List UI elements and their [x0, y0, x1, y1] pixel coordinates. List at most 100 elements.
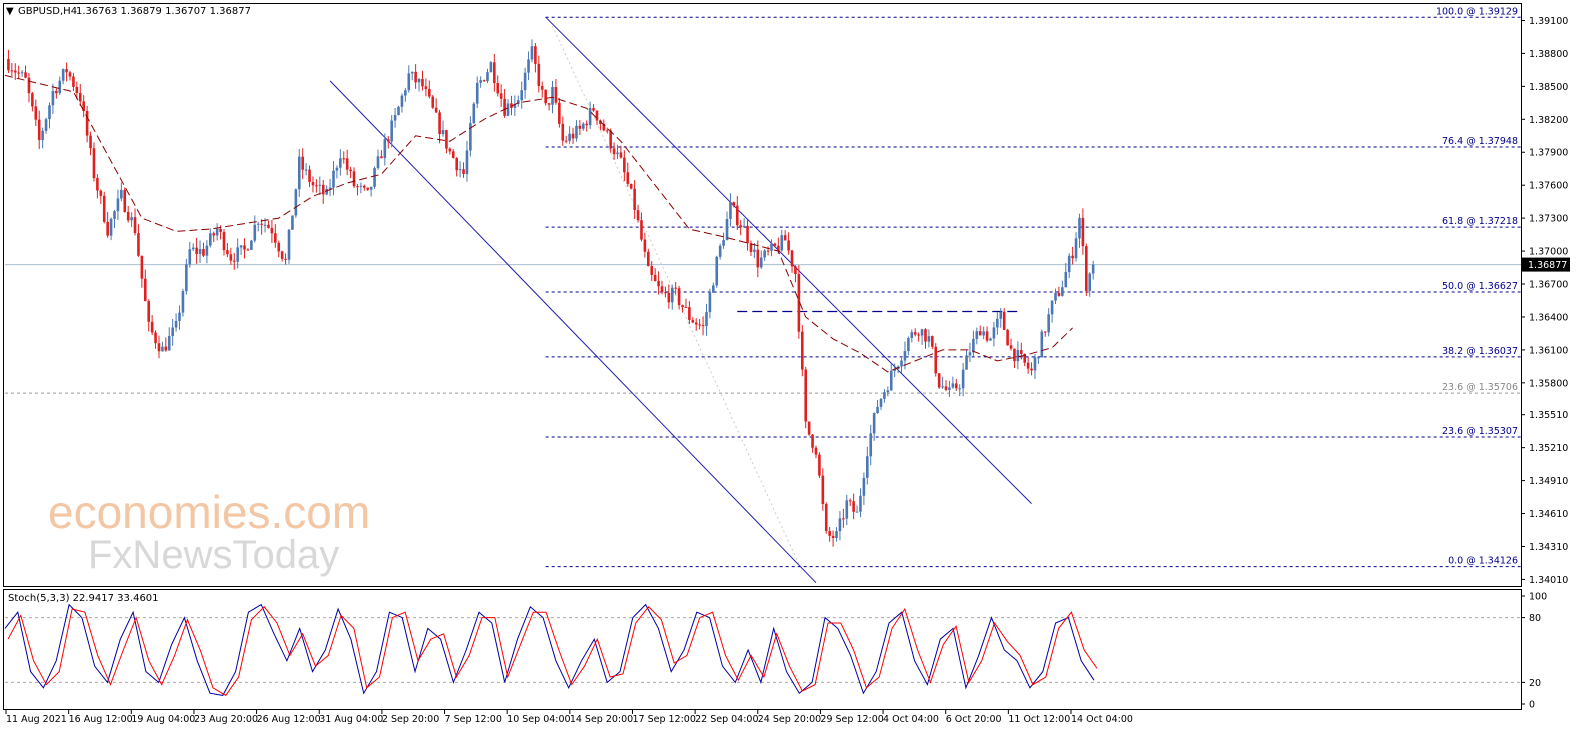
candle-body	[191, 247, 195, 250]
candle-body	[1088, 273, 1092, 291]
candle-body	[260, 223, 263, 225]
candle-body	[958, 388, 962, 390]
candle-body	[267, 224, 270, 228]
candle-body	[61, 69, 65, 81]
candle-body	[907, 338, 910, 352]
candle-body	[1081, 217, 1085, 247]
candle-body	[414, 71, 417, 83]
candle-body	[753, 249, 756, 252]
candle-body	[975, 331, 979, 339]
candle-body	[1061, 287, 1064, 296]
stochastic-oscillator: 100 80 20 0	[4, 592, 1547, 711]
fib-label-2: 61.8 @ 1.37218	[1442, 216, 1518, 227]
candle-body	[783, 235, 787, 241]
candle-body	[404, 90, 407, 96]
candle-body	[345, 158, 349, 170]
candle-body	[215, 228, 219, 236]
candle-body	[575, 125, 578, 139]
candle-body	[41, 130, 44, 141]
candle-body	[578, 125, 582, 129]
candle-body	[24, 72, 27, 78]
candle-body	[140, 255, 144, 279]
time-tick-label-14: 4 Oct 04:00	[883, 714, 939, 725]
candle-body	[547, 103, 551, 105]
candle-body	[513, 103, 517, 108]
candle-body	[636, 210, 640, 221]
candle-body	[202, 249, 205, 256]
fib-label-3: 50.0 @ 1.36627	[1442, 281, 1518, 292]
candle-body	[732, 202, 736, 206]
candle-body	[274, 233, 277, 243]
candle-body	[239, 245, 243, 248]
candle-body	[130, 217, 133, 221]
candle-body	[961, 369, 965, 389]
moving-average	[4, 74, 1073, 373]
price-tick-label-7: 1.37000	[1529, 247, 1568, 258]
candle-body	[623, 157, 626, 173]
candle-body	[1006, 329, 1009, 346]
candle-body	[681, 305, 684, 308]
fib-label-5: 23.6 @ 1.35307	[1442, 426, 1518, 437]
candle-body	[996, 318, 999, 328]
candle-body	[705, 312, 708, 327]
candle-body	[428, 88, 431, 97]
candle-body	[684, 307, 688, 309]
candle-body	[455, 158, 458, 171]
candle-body	[68, 72, 72, 77]
candle-body	[1040, 331, 1044, 358]
candle-body	[366, 187, 370, 190]
candle-body	[992, 327, 996, 339]
candle-body	[551, 87, 554, 105]
price-tick-label-2: 1.38500	[1529, 82, 1568, 93]
candle-body	[602, 123, 606, 131]
candle-body	[581, 123, 585, 129]
candle-body	[749, 243, 753, 252]
candle-body	[766, 250, 770, 252]
time-tick-label-3: 23 Aug 20:00	[194, 714, 258, 725]
fib-label-0: 100.0 @ 1.39129	[1436, 6, 1518, 17]
candle-body	[297, 156, 301, 190]
candle-body	[985, 331, 989, 341]
candle-body	[171, 327, 174, 337]
candle-body	[263, 224, 267, 226]
price-tick-label-12: 1.35510	[1529, 410, 1568, 421]
candle-body	[828, 531, 831, 536]
candle-body	[1019, 350, 1023, 355]
candle-body	[619, 152, 623, 158]
candle-body	[308, 169, 311, 183]
candle-body	[188, 249, 192, 265]
candle-body	[246, 249, 250, 251]
candle-body	[1030, 368, 1033, 371]
candle-body	[441, 130, 445, 135]
candle-body	[756, 249, 760, 268]
candle-body	[725, 218, 729, 241]
stoch-label: Stoch(5,3,3) 22.9417 33.4601	[8, 593, 159, 604]
candle-body	[34, 106, 38, 120]
candle-body	[1091, 264, 1095, 274]
stoch-series-0	[4, 603, 1095, 696]
candle-body	[787, 240, 790, 251]
candle-body	[236, 247, 239, 262]
price-tick-label-15: 1.34610	[1529, 509, 1568, 520]
price-tick-label-13: 1.35210	[1529, 443, 1568, 454]
candle-body	[838, 518, 842, 532]
candle-body	[807, 421, 811, 435]
candle-body	[859, 495, 862, 512]
candle-body	[595, 110, 599, 121]
watermark-line2: FxNewsToday	[88, 533, 339, 577]
candle-body	[872, 413, 876, 434]
candle-body	[920, 329, 924, 336]
candle-body	[373, 168, 376, 187]
candle-body	[674, 287, 677, 289]
time-tick-label-12: 24 Sep 20:00	[758, 714, 821, 725]
candle-body	[393, 115, 397, 121]
candle-body	[715, 256, 719, 286]
candle-body	[1064, 272, 1068, 288]
candle-body	[499, 93, 503, 99]
candle-body	[712, 285, 715, 293]
current-price-tag	[1522, 257, 1570, 272]
candle-body	[167, 336, 171, 351]
candle-body	[284, 258, 287, 260]
header-arrow-icon[interactable]: ▼	[6, 6, 14, 17]
